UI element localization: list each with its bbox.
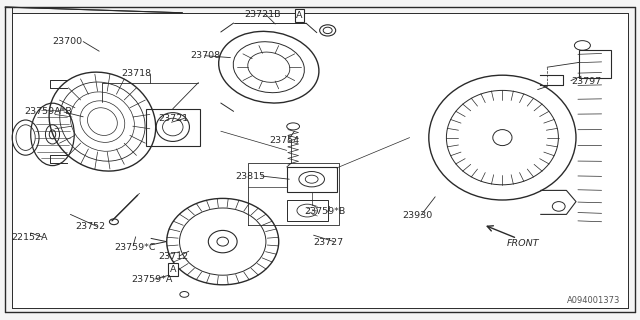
Text: A094001373: A094001373 — [568, 296, 621, 305]
Text: 23752: 23752 — [76, 222, 106, 231]
Text: 23712: 23712 — [159, 252, 189, 261]
Text: 22152A: 22152A — [12, 233, 48, 242]
Text: 23930: 23930 — [402, 212, 432, 220]
Text: 23759A*B: 23759A*B — [24, 108, 72, 116]
Text: A: A — [170, 265, 176, 274]
Text: 23721B: 23721B — [244, 10, 281, 19]
Bar — [146, 109, 200, 146]
Bar — [287, 167, 337, 192]
Text: 23759*B: 23759*B — [304, 207, 345, 216]
Bar — [579, 50, 611, 78]
Text: FRONT: FRONT — [507, 239, 540, 248]
Text: 23759*C: 23759*C — [114, 243, 156, 252]
Text: 23797: 23797 — [571, 77, 601, 86]
Text: 23708: 23708 — [191, 52, 221, 60]
Text: 23759*A: 23759*A — [131, 276, 173, 284]
Text: 23727: 23727 — [314, 238, 344, 247]
Text: A: A — [296, 11, 303, 20]
Text: 23718: 23718 — [122, 69, 152, 78]
Text: 23721: 23721 — [159, 114, 189, 123]
Text: 23815: 23815 — [236, 172, 266, 181]
Bar — [287, 200, 328, 221]
Text: 23754: 23754 — [269, 136, 299, 145]
Text: 23700: 23700 — [52, 37, 83, 46]
